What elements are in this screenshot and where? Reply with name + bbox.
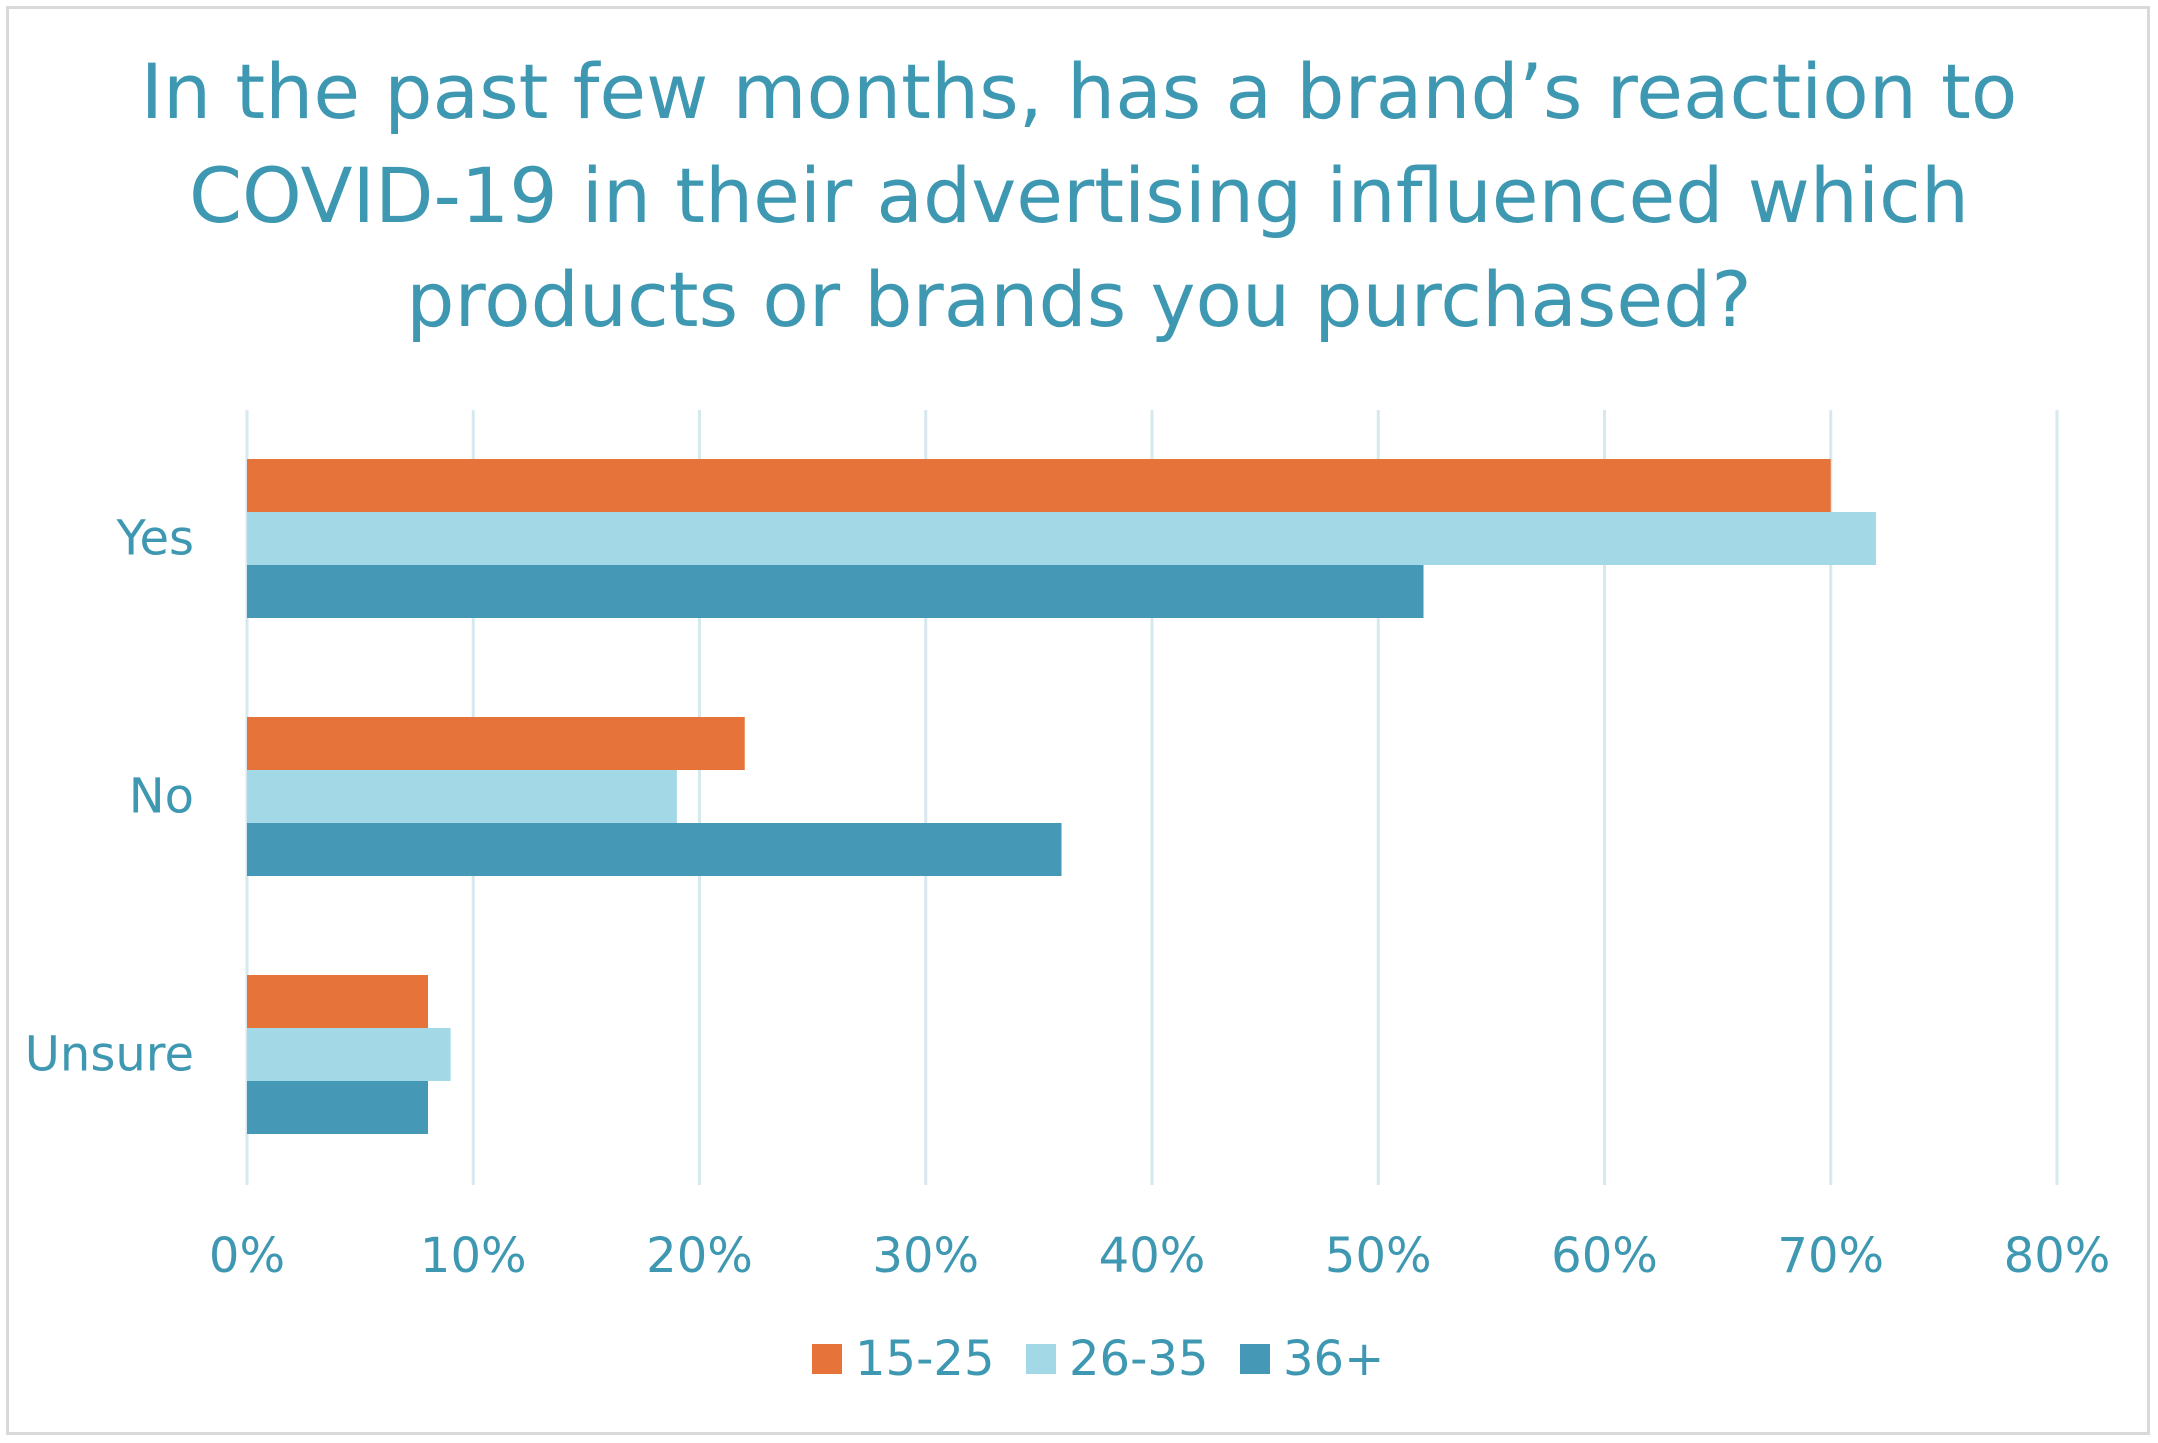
chart-title-line-3: products or brands you purchased? [406, 255, 1752, 344]
legend-swatch-36plus [1240, 1344, 1270, 1374]
legend-swatch-15-25 [812, 1344, 842, 1374]
x-tick-label-70: 70% [1777, 1228, 1884, 1284]
category-label-unsure: Unsure [25, 1027, 194, 1083]
legend-label-26-35: 26-35 [1069, 1331, 1208, 1387]
bar-yes-36plus [247, 565, 1424, 618]
x-tick-label-40: 40% [1099, 1228, 1206, 1284]
x-tick-label-20: 20% [646, 1228, 753, 1284]
x-tick-label-50: 50% [1325, 1228, 1432, 1284]
bar-no-26-35 [247, 770, 677, 823]
bar-yes-26-35 [247, 512, 1876, 565]
legend-swatch-26-35 [1026, 1344, 1056, 1374]
bar-unsure-26-35 [247, 1028, 451, 1081]
bars [247, 459, 1876, 1134]
legend-label-15-25: 15-25 [855, 1331, 994, 1387]
bar-yes-15-25 [247, 459, 1831, 512]
x-tick-label-80: 80% [2004, 1228, 2111, 1284]
category-labels: Yes No Unsure [25, 511, 194, 1083]
category-label-no: No [129, 769, 194, 825]
x-tick-labels: 0% 10% 20% 30% 40% 50% 60% 70% 80% [209, 1228, 2110, 1284]
legend-label-36plus: 36+ [1283, 1331, 1384, 1387]
chart-title: In the past few months, has a brand’s re… [0, 40, 2158, 352]
x-tick-label-60: 60% [1551, 1228, 1658, 1284]
x-tick-label-30: 30% [872, 1228, 979, 1284]
bar-no-36plus [247, 823, 1062, 876]
x-tick-label-10: 10% [420, 1228, 527, 1284]
bar-no-15-25 [247, 717, 745, 770]
legend: 15-25 26-35 36+ [812, 1331, 1384, 1387]
chart-title-line-2: COVID-19 in their advertising influenced… [188, 151, 1970, 240]
x-tick-label-0: 0% [209, 1228, 285, 1284]
chart-title-line-1: In the past few months, has a brand’s re… [140, 47, 2018, 136]
bar-unsure-36plus [247, 1081, 428, 1134]
bar-unsure-15-25 [247, 975, 428, 1028]
category-label-yes: Yes [116, 511, 194, 567]
